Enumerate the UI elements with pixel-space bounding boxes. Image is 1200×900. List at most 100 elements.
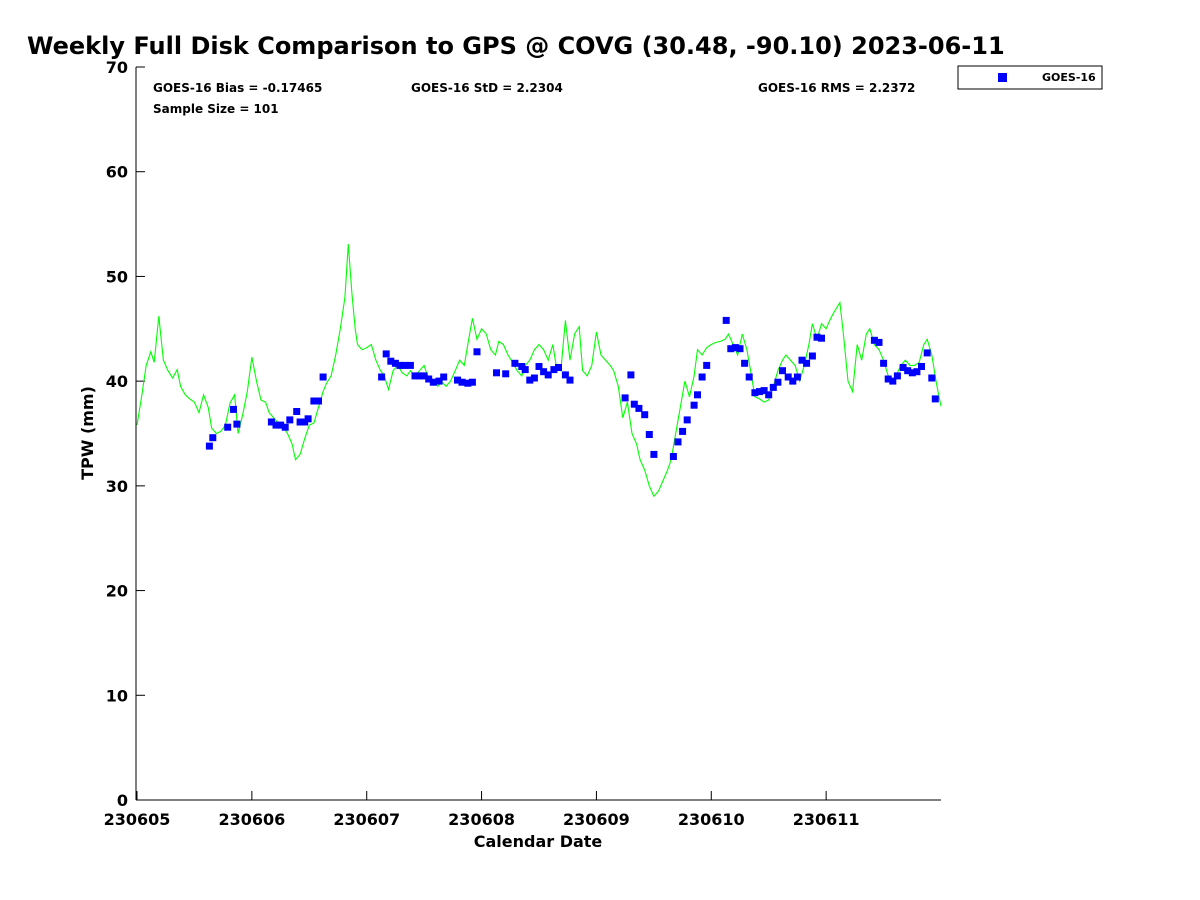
goes16-point <box>540 368 548 376</box>
goes16-point <box>425 375 433 383</box>
goes16-point <box>774 378 782 386</box>
y-tick-label: 50 <box>106 267 128 286</box>
goes16-point <box>760 387 768 395</box>
goes16-point <box>267 418 275 426</box>
goes16-point <box>281 423 289 431</box>
goes16-point <box>511 359 519 367</box>
goes16-point <box>440 373 448 381</box>
goes16-point <box>669 453 677 460</box>
goes16-point <box>875 338 883 346</box>
goes16-point <box>233 420 241 428</box>
legend-marker <box>998 73 1007 82</box>
goes16-point <box>555 364 562 371</box>
goes16-point <box>889 377 897 385</box>
goes16-point <box>464 379 472 387</box>
goes16-point <box>315 397 322 405</box>
goes16-point <box>272 421 280 429</box>
chart-title: Weekly Full Disk Comparison to GPS @ COV… <box>27 32 1005 60</box>
goes16-point <box>635 404 643 412</box>
y-tick-label: 10 <box>106 686 128 705</box>
goes16-point <box>703 361 711 369</box>
y-tick-label: 30 <box>106 477 128 496</box>
goes16-point <box>731 344 739 352</box>
y-tick-label: 70 <box>106 58 128 77</box>
x-tick-label: 230606 <box>218 810 285 829</box>
goes16-point <box>928 374 936 382</box>
x-tick-label: 230610 <box>678 810 745 829</box>
goes16-point <box>784 373 792 381</box>
goes16-point <box>813 333 821 341</box>
goes16-point <box>566 376 574 384</box>
goes16-point <box>745 373 753 381</box>
goes16-point <box>277 421 285 429</box>
goes16-point <box>751 389 759 397</box>
x-axis-label: Calendar Date <box>474 832 603 851</box>
legend: GOES-16 <box>957 65 1103 90</box>
goes16-point <box>789 377 797 385</box>
goes16-point <box>690 401 698 409</box>
goes16-point <box>502 370 510 378</box>
stat-rms: GOES-16 RMS = 2.2372 <box>758 81 915 95</box>
goes16-point <box>526 376 534 384</box>
goes16-point <box>641 411 649 419</box>
goes16-point <box>420 372 428 380</box>
goes16-point <box>387 357 395 365</box>
goes16-point <box>803 359 811 367</box>
goes16-point <box>645 431 653 438</box>
x-tick-label: 230608 <box>448 810 515 829</box>
goes16-point <box>530 374 538 382</box>
stat-sample-size: Sample Size = 101 <box>153 102 279 116</box>
goes16-point <box>521 366 529 374</box>
goes16-point <box>382 350 390 358</box>
goes16-point <box>391 359 399 367</box>
goes16-point <box>627 371 635 379</box>
x-tick-label: 230605 <box>104 810 171 829</box>
y-tick-label: 0 <box>117 791 128 810</box>
goes16-point <box>694 391 701 399</box>
goes16-point <box>493 369 500 377</box>
goes16-point <box>310 397 318 405</box>
goes16-point <box>224 423 232 431</box>
goes16-point <box>722 316 730 324</box>
goes16-point <box>205 442 213 450</box>
goes16-point <box>458 378 466 386</box>
goes16-point <box>401 361 409 369</box>
stat-bias: GOES-16 Bias = -0.17465 <box>153 81 322 95</box>
goes16-point <box>698 373 706 381</box>
x-tick-label: 230607 <box>333 810 400 829</box>
goes16-point <box>621 394 629 402</box>
goes16-point <box>550 366 558 374</box>
goes16-point <box>679 427 687 435</box>
goes16-point <box>880 359 888 367</box>
goes16-point <box>296 418 304 426</box>
goes16-point <box>286 416 294 424</box>
goes16-point <box>741 359 749 367</box>
y-tick-label: 60 <box>106 163 128 182</box>
goes16-point <box>808 352 816 360</box>
goes16-point <box>416 372 423 380</box>
goes16-point <box>435 377 443 385</box>
goes16-point <box>650 450 658 458</box>
goes16-point <box>870 336 878 344</box>
goes16-point <box>304 415 312 423</box>
goes16-point <box>931 395 939 403</box>
goes16-point <box>793 373 801 381</box>
x-tick-label: 230611 <box>793 810 860 829</box>
goes16-point <box>913 368 921 376</box>
gps-tpw-line <box>136 243 942 498</box>
y-tick-label: 20 <box>106 582 128 601</box>
goes16-point <box>319 373 327 381</box>
goes16-point <box>736 345 744 353</box>
goes16-point <box>683 416 691 424</box>
goes16-point <box>818 334 825 342</box>
goes16-point <box>798 356 806 364</box>
goes16-point <box>899 364 907 371</box>
goes16-point <box>429 378 437 386</box>
goes16-point <box>893 372 901 380</box>
goes16-point <box>454 376 461 384</box>
goes16-point <box>473 348 481 356</box>
goes16-point <box>411 372 419 380</box>
goes16-point <box>769 383 777 391</box>
goes16-point <box>918 363 925 370</box>
